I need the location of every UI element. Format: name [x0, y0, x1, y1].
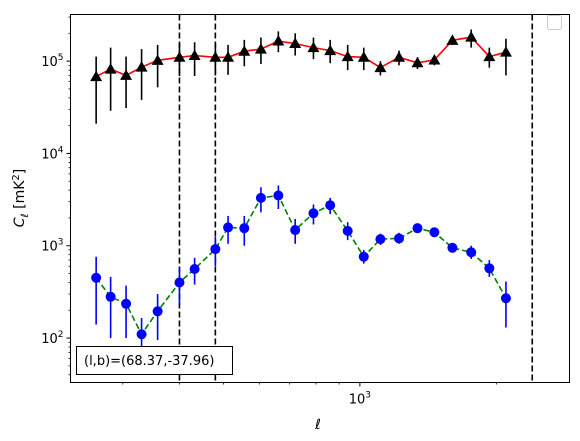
x-tick-label: 103: [349, 391, 371, 408]
triangle-marker: [222, 51, 235, 62]
circle-marker: [189, 263, 200, 274]
y-label-close: ]: [12, 169, 28, 174]
y-label-sup: 2: [11, 174, 22, 180]
triangle-marker: [411, 56, 424, 68]
series-triangle: [90, 29, 512, 124]
triangle-marker: [151, 54, 164, 65]
circle-marker: [105, 291, 116, 302]
y-tick-exp: 5: [58, 53, 64, 63]
legend-box: [547, 15, 562, 30]
y-tick-label: 104: [41, 145, 64, 162]
y-tick-base: 10: [41, 147, 58, 162]
series-circle: [91, 185, 511, 363]
triangle-marker: [307, 41, 320, 53]
y-label-subscript: ℓ: [20, 213, 31, 217]
y-tick-base: 10: [41, 332, 58, 347]
triangle-marker: [209, 51, 222, 62]
circle-marker: [136, 329, 147, 340]
triangle-marker: [135, 61, 148, 72]
triangle-marker: [188, 49, 201, 61]
circle-marker: [500, 293, 511, 304]
triangle-marker: [483, 50, 496, 62]
triangle-marker: [393, 51, 406, 62]
triangle-marker: [374, 61, 387, 73]
circle-marker: [325, 200, 336, 211]
triangle-marker: [90, 70, 103, 82]
x-tick-base: 10: [349, 393, 366, 408]
circle-marker: [394, 233, 405, 244]
triangle-marker: [465, 31, 478, 42]
y-axis-label: Cℓ [mK2]: [11, 169, 31, 228]
triangle-marker: [254, 43, 267, 54]
x-tick-exp: 3: [365, 391, 371, 401]
plot-frame: [70, 14, 570, 383]
circle-marker: [358, 251, 369, 262]
circle-marker: [223, 222, 234, 233]
y-tick-exp: 2: [58, 330, 64, 340]
circle-marker: [152, 306, 163, 317]
triangle-marker: [120, 69, 133, 80]
annotation-text: (l,b)=(68.37,-37.96): [84, 354, 214, 369]
circle-marker: [121, 298, 132, 309]
circle-marker: [342, 225, 353, 236]
annotation-box: (l,b)=(68.37,-37.96): [76, 346, 233, 375]
y-label-symbol: C: [12, 217, 28, 227]
triangle-marker: [446, 34, 459, 45]
y-tick-exp: 4: [58, 145, 64, 155]
triangle-marker: [104, 63, 117, 74]
triangle-marker: [238, 45, 251, 56]
y-tick-base: 10: [41, 240, 58, 255]
x-axis-label: ℓ: [314, 417, 321, 433]
circle-marker: [255, 192, 266, 203]
triangle-marker: [428, 53, 441, 65]
circle-marker: [429, 227, 440, 238]
y-tick-base: 10: [41, 55, 58, 70]
circle-marker: [412, 223, 423, 234]
triangle-marker: [499, 46, 512, 57]
circle-marker: [466, 247, 477, 258]
y-tick-label: 102: [41, 330, 63, 347]
y-tick-exp: 3: [58, 238, 64, 248]
circle-marker: [210, 244, 221, 255]
circle-marker: [447, 242, 458, 253]
circle-marker: [375, 234, 386, 245]
triangle-marker: [289, 37, 302, 49]
triangle-marker: [173, 51, 186, 62]
triangle-marker: [272, 35, 285, 46]
y-tick-label: 103: [41, 238, 63, 255]
circle-marker: [91, 272, 102, 283]
y-label-unit: [mK: [12, 180, 28, 214]
circle-marker: [484, 263, 495, 274]
circle-marker: [273, 190, 284, 201]
circle-marker: [239, 223, 250, 234]
circle-marker: [174, 277, 185, 288]
circle-marker: [290, 225, 301, 236]
triangle-marker: [324, 44, 337, 56]
triangle-marker: [341, 50, 354, 62]
triangle-marker: [357, 51, 370, 62]
vertical-reference-lines: [178, 14, 534, 383]
circle-marker: [308, 208, 319, 219]
y-tick-label: 105: [41, 53, 63, 70]
series-layer: [90, 29, 512, 363]
